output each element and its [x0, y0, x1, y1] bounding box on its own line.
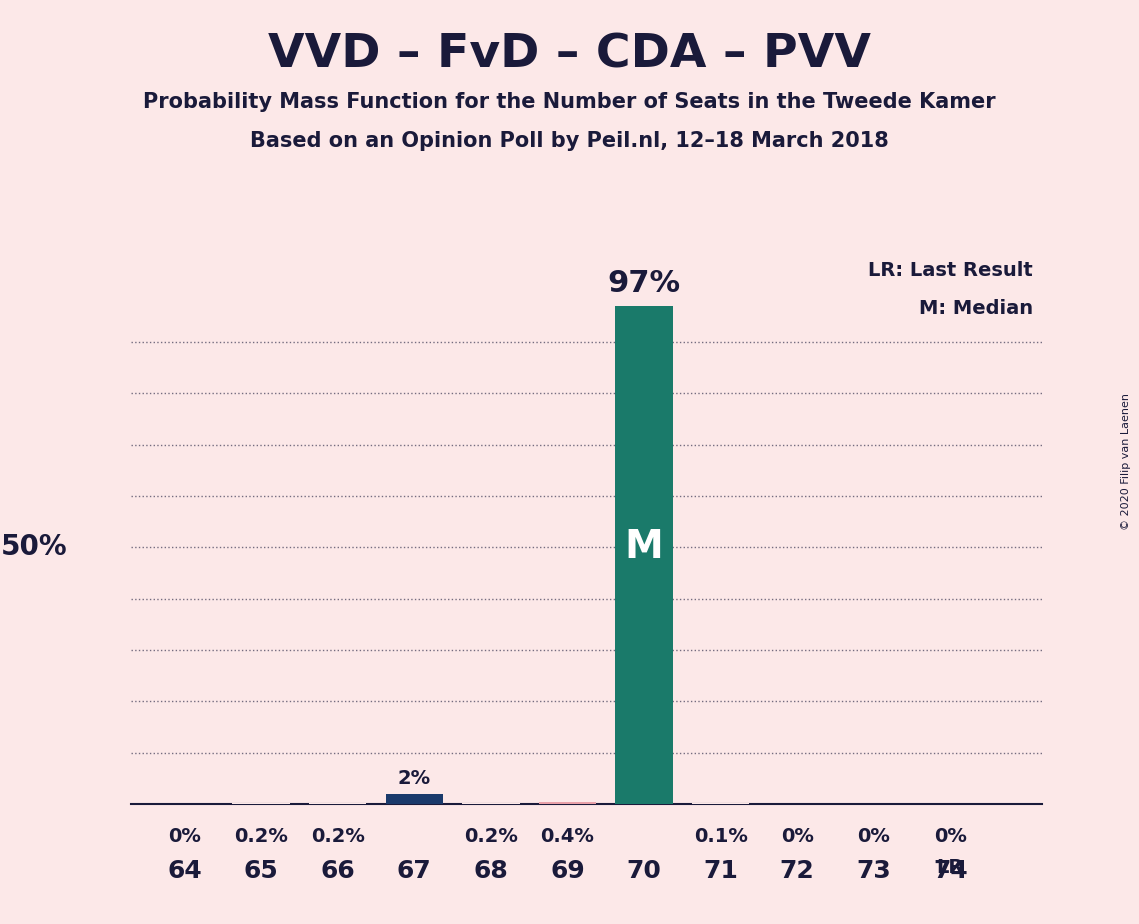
Text: 97%: 97% — [607, 269, 681, 298]
Text: LR: Last Result: LR: Last Result — [868, 261, 1033, 280]
Text: LR: LR — [936, 857, 964, 877]
Text: 0.4%: 0.4% — [541, 827, 595, 846]
Text: 0%: 0% — [934, 827, 967, 846]
Bar — [615, 306, 673, 804]
Text: M: Median: M: Median — [919, 299, 1033, 319]
Bar — [386, 794, 443, 804]
Text: Probability Mass Function for the Number of Seats in the Tweede Kamer: Probability Mass Function for the Number… — [144, 92, 995, 113]
Text: VVD – FvD – CDA – PVV: VVD – FvD – CDA – PVV — [268, 32, 871, 78]
Bar — [232, 803, 289, 804]
Bar — [539, 802, 596, 804]
Text: M: M — [624, 529, 663, 566]
Text: 0%: 0% — [169, 827, 200, 846]
Bar — [309, 803, 367, 804]
Text: 0.1%: 0.1% — [694, 827, 747, 846]
Text: 50%: 50% — [1, 533, 67, 561]
Text: 0%: 0% — [858, 827, 891, 846]
Text: © 2020 Filip van Laenen: © 2020 Filip van Laenen — [1121, 394, 1131, 530]
Text: Based on an Opinion Poll by Peil.nl, 12–18 March 2018: Based on an Opinion Poll by Peil.nl, 12–… — [251, 131, 888, 152]
Text: 2%: 2% — [398, 770, 431, 788]
Bar — [462, 803, 519, 804]
Text: 0.2%: 0.2% — [464, 827, 518, 846]
Text: 0.2%: 0.2% — [311, 827, 364, 846]
Text: 0%: 0% — [780, 827, 813, 846]
Text: 0.2%: 0.2% — [235, 827, 288, 846]
